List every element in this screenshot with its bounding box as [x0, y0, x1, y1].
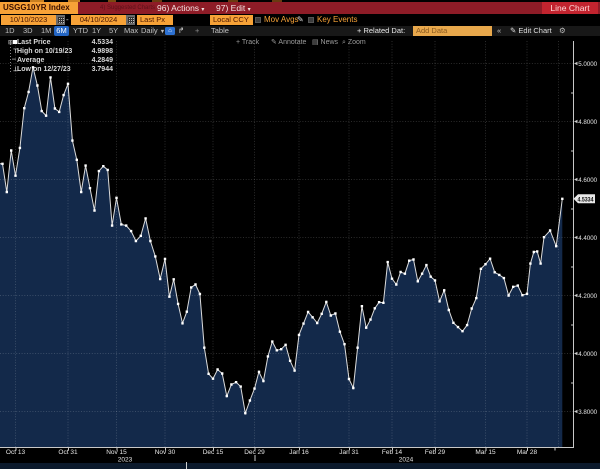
- svg-text:Jan 31: Jan 31: [339, 449, 359, 456]
- svg-text:Nov 30: Nov 30: [155, 449, 176, 456]
- svg-text:5.0000: 5.0000: [578, 61, 597, 68]
- svg-text:Jan 16: Jan 16: [289, 449, 309, 456]
- svg-text:Feb 14: Feb 14: [382, 449, 403, 456]
- svg-text:4.2000: 4.2000: [578, 293, 597, 300]
- svg-text:4.8000: 4.8000: [578, 119, 597, 126]
- svg-text:4.5334: 4.5334: [578, 196, 594, 203]
- svg-text:Nov 15: Nov 15: [106, 449, 127, 456]
- svg-text:Feb 29: Feb 29: [425, 449, 446, 456]
- svg-text:4.0000: 4.0000: [578, 351, 597, 358]
- svg-text:Oct 31: Oct 31: [58, 449, 78, 456]
- svg-text:2023: 2023: [118, 457, 133, 464]
- svg-text:Oct 13: Oct 13: [6, 449, 26, 456]
- svg-text:Mar 15: Mar 15: [475, 449, 496, 456]
- svg-text:3.8000: 3.8000: [578, 409, 597, 416]
- svg-text:Dec 29: Dec 29: [244, 449, 265, 456]
- svg-text:Mar 28: Mar 28: [517, 449, 538, 456]
- svg-text:4.4000: 4.4000: [578, 235, 597, 242]
- svg-text:4.6000: 4.6000: [578, 177, 597, 184]
- svg-text:Dec 15: Dec 15: [203, 449, 224, 456]
- svg-text:2024: 2024: [399, 457, 414, 464]
